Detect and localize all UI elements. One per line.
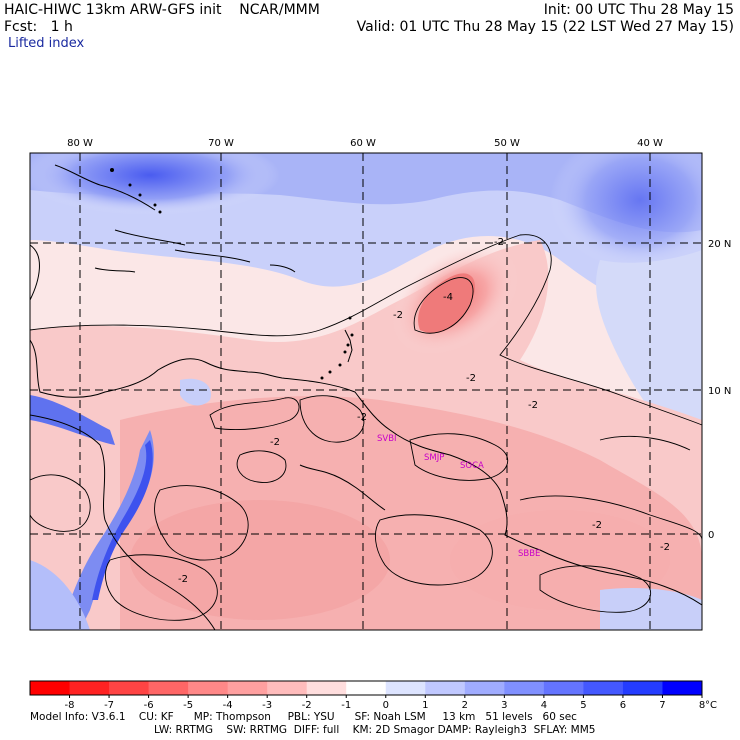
colorbar: -8 -7 -6 -5 -4 -3 -2 -1 0 1 2 3 4 5 6 7 8 °C — [29, 680, 717, 711]
colorbar-swatch — [385, 681, 426, 695]
colorbar-tick-label: 7 — [659, 700, 665, 711]
contour-label: -2 — [466, 373, 476, 384]
colorbar-swatch — [622, 681, 663, 695]
colorbar-swatch — [346, 681, 387, 695]
station-label: SBBE — [518, 549, 540, 559]
graticule — [30, 153, 702, 630]
station-label: SOCA — [460, 461, 484, 471]
contour-label: -2 — [660, 542, 670, 553]
colorbar-frame — [29, 680, 703, 696]
colorbar-swatch — [148, 681, 189, 695]
colorbar-swatch — [69, 681, 110, 695]
colorbar-tick-label: -1 — [341, 700, 351, 711]
colorbar-tick-label: 8 — [699, 700, 705, 711]
field-name: Lifted index — [8, 36, 85, 51]
plot-title: HAIC-HIWC 13km ARW-GFS init NCAR/MMM — [4, 2, 320, 18]
contour-label: -2 — [393, 310, 403, 321]
lat-label: 20 N — [708, 239, 731, 250]
station-labels: SVBI SMJP SOCA SBBE — [377, 434, 540, 559]
colorbar-swatch — [227, 681, 268, 695]
contour-label: -4 — [443, 292, 453, 303]
colorbar-tick-label: 0 — [383, 700, 389, 711]
map-frame — [29, 152, 703, 631]
contour-label: -2 — [592, 520, 602, 531]
colorbar-swatch — [188, 681, 229, 695]
colorbar-tick-label: -6 — [144, 700, 154, 711]
colorbar-swatch — [464, 681, 505, 695]
lat-labels: 20 N 10 N 0 — [708, 239, 731, 541]
init-time: Init: 00 UTC Thu 28 May 15 — [543, 2, 734, 18]
colorbar-swatch — [30, 681, 71, 695]
islands — [110, 168, 354, 380]
map-field — [30, 153, 702, 630]
station-label: SMJP — [424, 453, 444, 463]
lat-label: 0 — [708, 530, 714, 541]
station-label: SVBI — [377, 434, 397, 444]
colorbar-tick-label: 4 — [541, 700, 547, 711]
lon-label: 40 W — [637, 138, 663, 149]
colorbar-swatch — [662, 681, 703, 695]
model-info-line2: LW: RRTMG SW: RRTMG DIFF: full KM: 2D Sm… — [154, 724, 596, 736]
lon-labels: 80 W 70 W 60 W 50 W 40 W — [67, 138, 663, 149]
colorbar-swatch — [583, 681, 624, 695]
contour-label: -2 — [178, 574, 188, 585]
colorbar-swatch — [504, 681, 545, 695]
contour-label: -2 — [528, 400, 538, 411]
colorbar-tick-label: -2 — [302, 700, 312, 711]
colorbar-swatch — [267, 681, 308, 695]
model-info-line1: Model Info: V3.6.1 CU: KF MP: Thompson P… — [30, 711, 577, 723]
forecast-hour: Fcst: 1 h — [4, 19, 73, 35]
colorbar-tick-label: 1 — [422, 700, 428, 711]
colorbar-tick-label: 6 — [620, 700, 626, 711]
colorbar-tick-label: -3 — [262, 700, 272, 711]
lon-label: 70 W — [208, 138, 234, 149]
lat-label: 10 N — [708, 386, 731, 397]
colorbar-swatch — [306, 681, 347, 695]
colorbar-tick-label: 2 — [462, 700, 468, 711]
colorbar-tick-label: -8 — [65, 700, 75, 711]
lon-label: 50 W — [494, 138, 520, 149]
contour-labels: -4 -2 -2 -2 -2 -2 -2 -2 -2 -2 — [178, 237, 670, 585]
colorbar-swatch — [425, 681, 466, 695]
colorbar-tick-label: 3 — [501, 700, 507, 711]
contour-label: -2 — [357, 412, 367, 423]
colorbar-tick-label: 5 — [580, 700, 586, 711]
colorbar-unit: °C — [705, 700, 717, 711]
coastlines — [30, 164, 702, 630]
lon-label: 60 W — [350, 138, 376, 149]
valid-time: Valid: 01 UTC Thu 28 May 15 (22 LST Wed … — [356, 19, 734, 35]
contour-label: -2 — [494, 237, 504, 248]
colorbar-swatch — [543, 681, 584, 695]
lon-label: 80 W — [67, 138, 93, 149]
colorbar-swatch — [109, 681, 150, 695]
colorbar-tick-label: -4 — [223, 700, 233, 711]
colorbar-tick-label: -7 — [104, 700, 114, 711]
contour-label: -2 — [270, 437, 280, 448]
colorbar-tick-label: -5 — [183, 700, 193, 711]
